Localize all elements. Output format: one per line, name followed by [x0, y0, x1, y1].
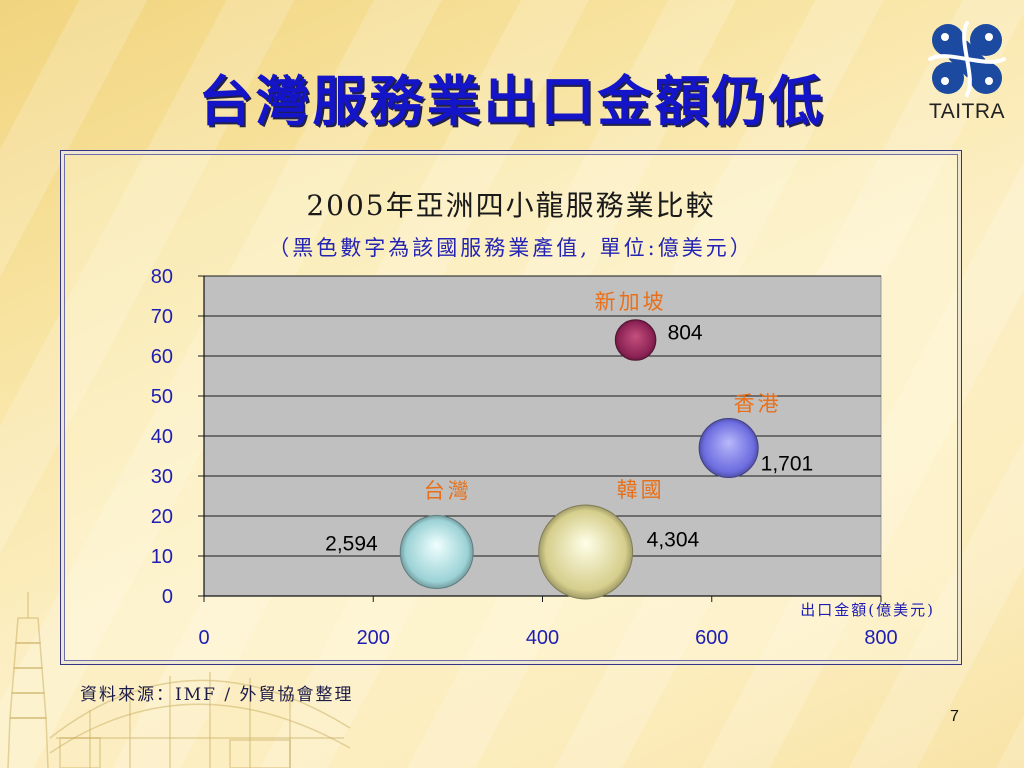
taitra-logo-icon: [928, 21, 1006, 97]
bubble-chart: 80 70 60 50 40 30 20 10 0 0 200 400 600 800 出口金額(億美元) 新…: [151, 266, 935, 649]
bubble-marker: [614, 319, 657, 361]
source-note: 資料來源：IMF / 外貿協會整理: [80, 685, 354, 705]
service-output-label: 804: [668, 322, 703, 345]
service-output-label: 2,594: [325, 533, 378, 556]
country-label: 韓國: [617, 478, 665, 502]
y-tick-label: 40: [151, 426, 173, 448]
y-tick-label: 30: [151, 466, 173, 488]
x-tick-label: 0: [198, 627, 209, 649]
x-tick-label: 800: [864, 627, 897, 649]
skyline-decoration: [7, 592, 351, 768]
y-tick-label: 70: [151, 306, 173, 328]
y-tick-label: 0: [162, 586, 173, 608]
y-tick-label: 10: [151, 546, 173, 568]
x-tick-label: 200: [357, 627, 390, 649]
y-tick-label: 20: [151, 506, 173, 528]
x-tick-label: 400: [526, 627, 559, 649]
slide-title: 台灣服務業出口金額仍低: [198, 69, 826, 133]
chart-panel: 2005年亞洲四小龍服務業比較 （黑色數字為該國服務業產值, 單位:億美元） 8…: [60, 150, 962, 665]
y-tick-label: 50: [151, 386, 173, 408]
y-tick-label: 80: [151, 266, 173, 288]
taitra-logo: TAITRA: [922, 18, 1012, 126]
service-output-label: 4,304: [647, 529, 700, 552]
bubble-marker: [538, 504, 634, 600]
service-output-label: 1,701: [761, 453, 814, 476]
country-label: 香港: [734, 392, 782, 416]
chart-title: 2005年亞洲四小龍服務業比較: [306, 189, 716, 222]
x-tick-label: 600: [695, 627, 728, 649]
bubble-marker: [399, 515, 474, 589]
chart-subtitle: （黑色數字為該國服務業產值, 單位:億美元）: [268, 236, 754, 260]
logo-wordmark: TAITRA: [928, 100, 1006, 123]
x-axis-title: 出口金額(億美元): [800, 601, 935, 619]
country-label: 新加坡: [595, 290, 667, 314]
y-tick-label: 60: [151, 346, 173, 368]
page-number: 7: [950, 708, 959, 725]
bubble-marker: [698, 417, 759, 479]
country-label: 台灣: [424, 479, 472, 503]
